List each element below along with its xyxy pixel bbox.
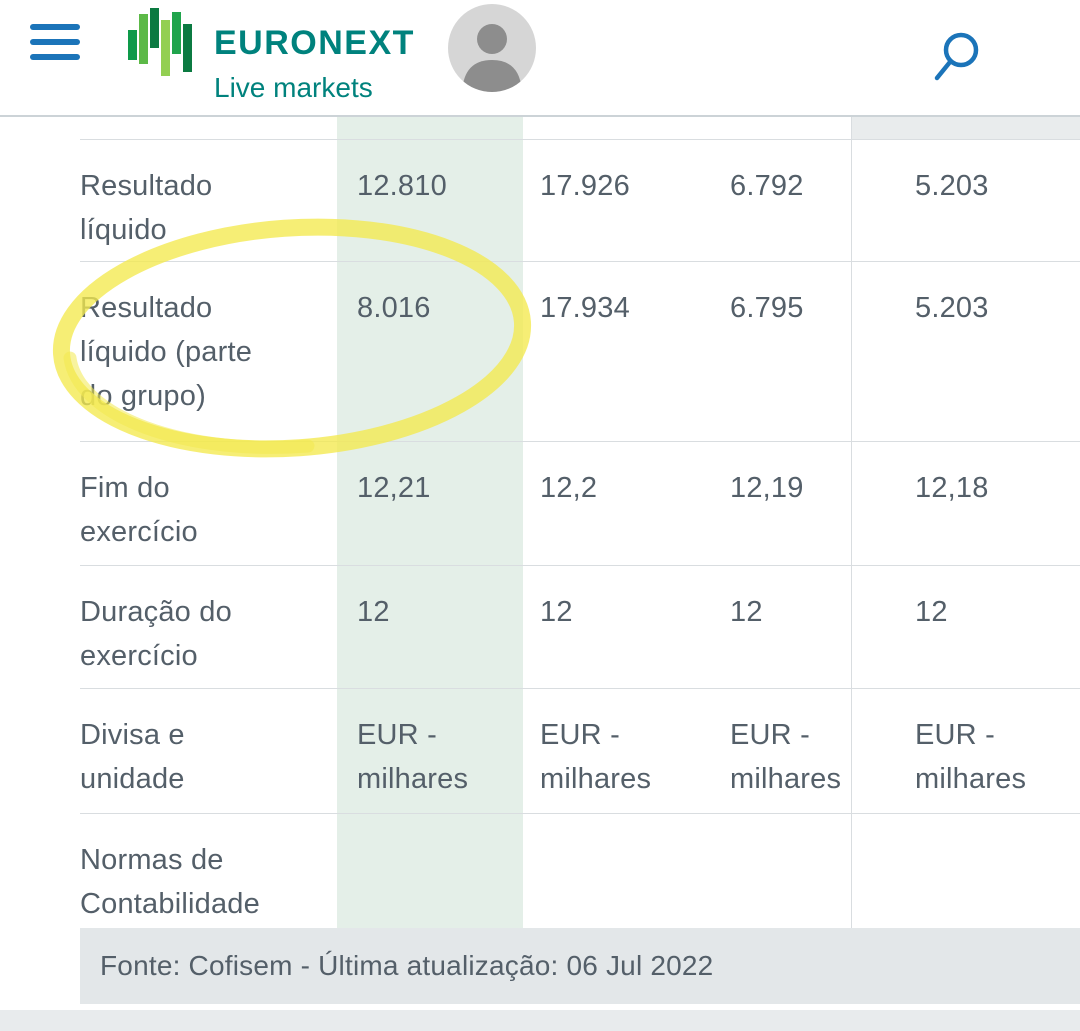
cell-value: 12 <box>730 596 763 628</box>
cell-value: 6.792 <box>730 170 804 202</box>
euronext-logo[interactable]: EURONEXT Live markets <box>128 8 415 104</box>
hamburger-bar <box>30 54 80 60</box>
cell-value: 12,18 <box>915 472 989 504</box>
table-row: Duração do exercício 12 12 12 12 <box>80 566 1080 689</box>
table-source-note: Fonte: Cofisem - Última atualização: 06 … <box>80 928 1080 1004</box>
next-section-edge <box>0 1010 1080 1031</box>
cell-value <box>337 814 523 928</box>
hamburger-menu-icon[interactable] <box>30 24 80 69</box>
cell-value: 12,19 <box>730 472 804 504</box>
cell-value: 12.810 <box>357 170 447 202</box>
table-row: Normas de Contabilidade <box>80 814 1080 928</box>
brand-name: EURONEXT <box>214 24 415 62</box>
euronext-logo-icon <box>128 8 198 81</box>
row-label: Resultado líquido <box>80 170 213 246</box>
cell-value: EUR - milhares <box>357 719 469 795</box>
cutoff-row-edge <box>80 117 1080 140</box>
top-bar: EURONEXT Live markets <box>0 0 1080 117</box>
table-row: Divisa e unidade EUR - milhares EUR - mi… <box>80 689 1080 814</box>
table-row: Fim do exercício 12,21 12,2 12,19 12,18 <box>80 442 1080 566</box>
row-label: Normas de Contabilidade <box>80 844 260 920</box>
row-label: Divisa e unidade <box>80 719 185 795</box>
cell-value: 8.016 <box>357 292 431 324</box>
cell-value: 12,21 <box>357 472 431 504</box>
source-note-text: Fonte: Cofisem - Última atualização: 06 … <box>100 950 714 981</box>
column-divider <box>851 117 852 928</box>
hamburger-bar <box>30 39 80 45</box>
cell-value: 12,2 <box>540 472 598 504</box>
brand-tagline: Live markets <box>214 72 373 103</box>
cell-value: 12 <box>357 596 390 628</box>
cell-value <box>523 814 712 928</box>
cell-value: 5.203 <box>915 170 989 202</box>
financials-table-section: Resultado líquido 12.810 17.926 6.792 5.… <box>0 117 1080 1031</box>
cutoff-row-remnant <box>852 117 1080 139</box>
cell-value: EUR - milhares <box>730 719 842 795</box>
hamburger-bar <box>30 24 80 30</box>
table-row: Resultado líquido 12.810 17.926 6.792 5.… <box>80 140 1080 262</box>
financials-table: Resultado líquido 12.810 17.926 6.792 5.… <box>0 117 1080 1031</box>
cell-value: 6.795 <box>730 292 804 324</box>
table-row: Resultado líquido (parte do grupo) 8.016… <box>80 262 1080 442</box>
cell-value: 17.934 <box>540 292 630 324</box>
user-avatar-icon[interactable] <box>448 4 536 97</box>
cell-value: EUR - milhares <box>915 719 1027 795</box>
cell-value <box>851 814 1080 928</box>
cell-value: 17.926 <box>540 170 630 202</box>
logo-text: EURONEXT Live markets <box>214 8 415 104</box>
row-label: Resultado líquido (parte do grupo) <box>80 292 253 412</box>
search-icon[interactable] <box>928 30 984 91</box>
row-label: Fim do exercício <box>80 472 198 548</box>
cell-value: EUR - milhares <box>540 719 652 795</box>
cell-value: 12 <box>915 596 948 628</box>
cell-value <box>712 814 851 928</box>
cell-value: 5.203 <box>915 292 989 324</box>
row-label: Duração do exercício <box>80 596 232 672</box>
cell-value: 12 <box>540 596 573 628</box>
